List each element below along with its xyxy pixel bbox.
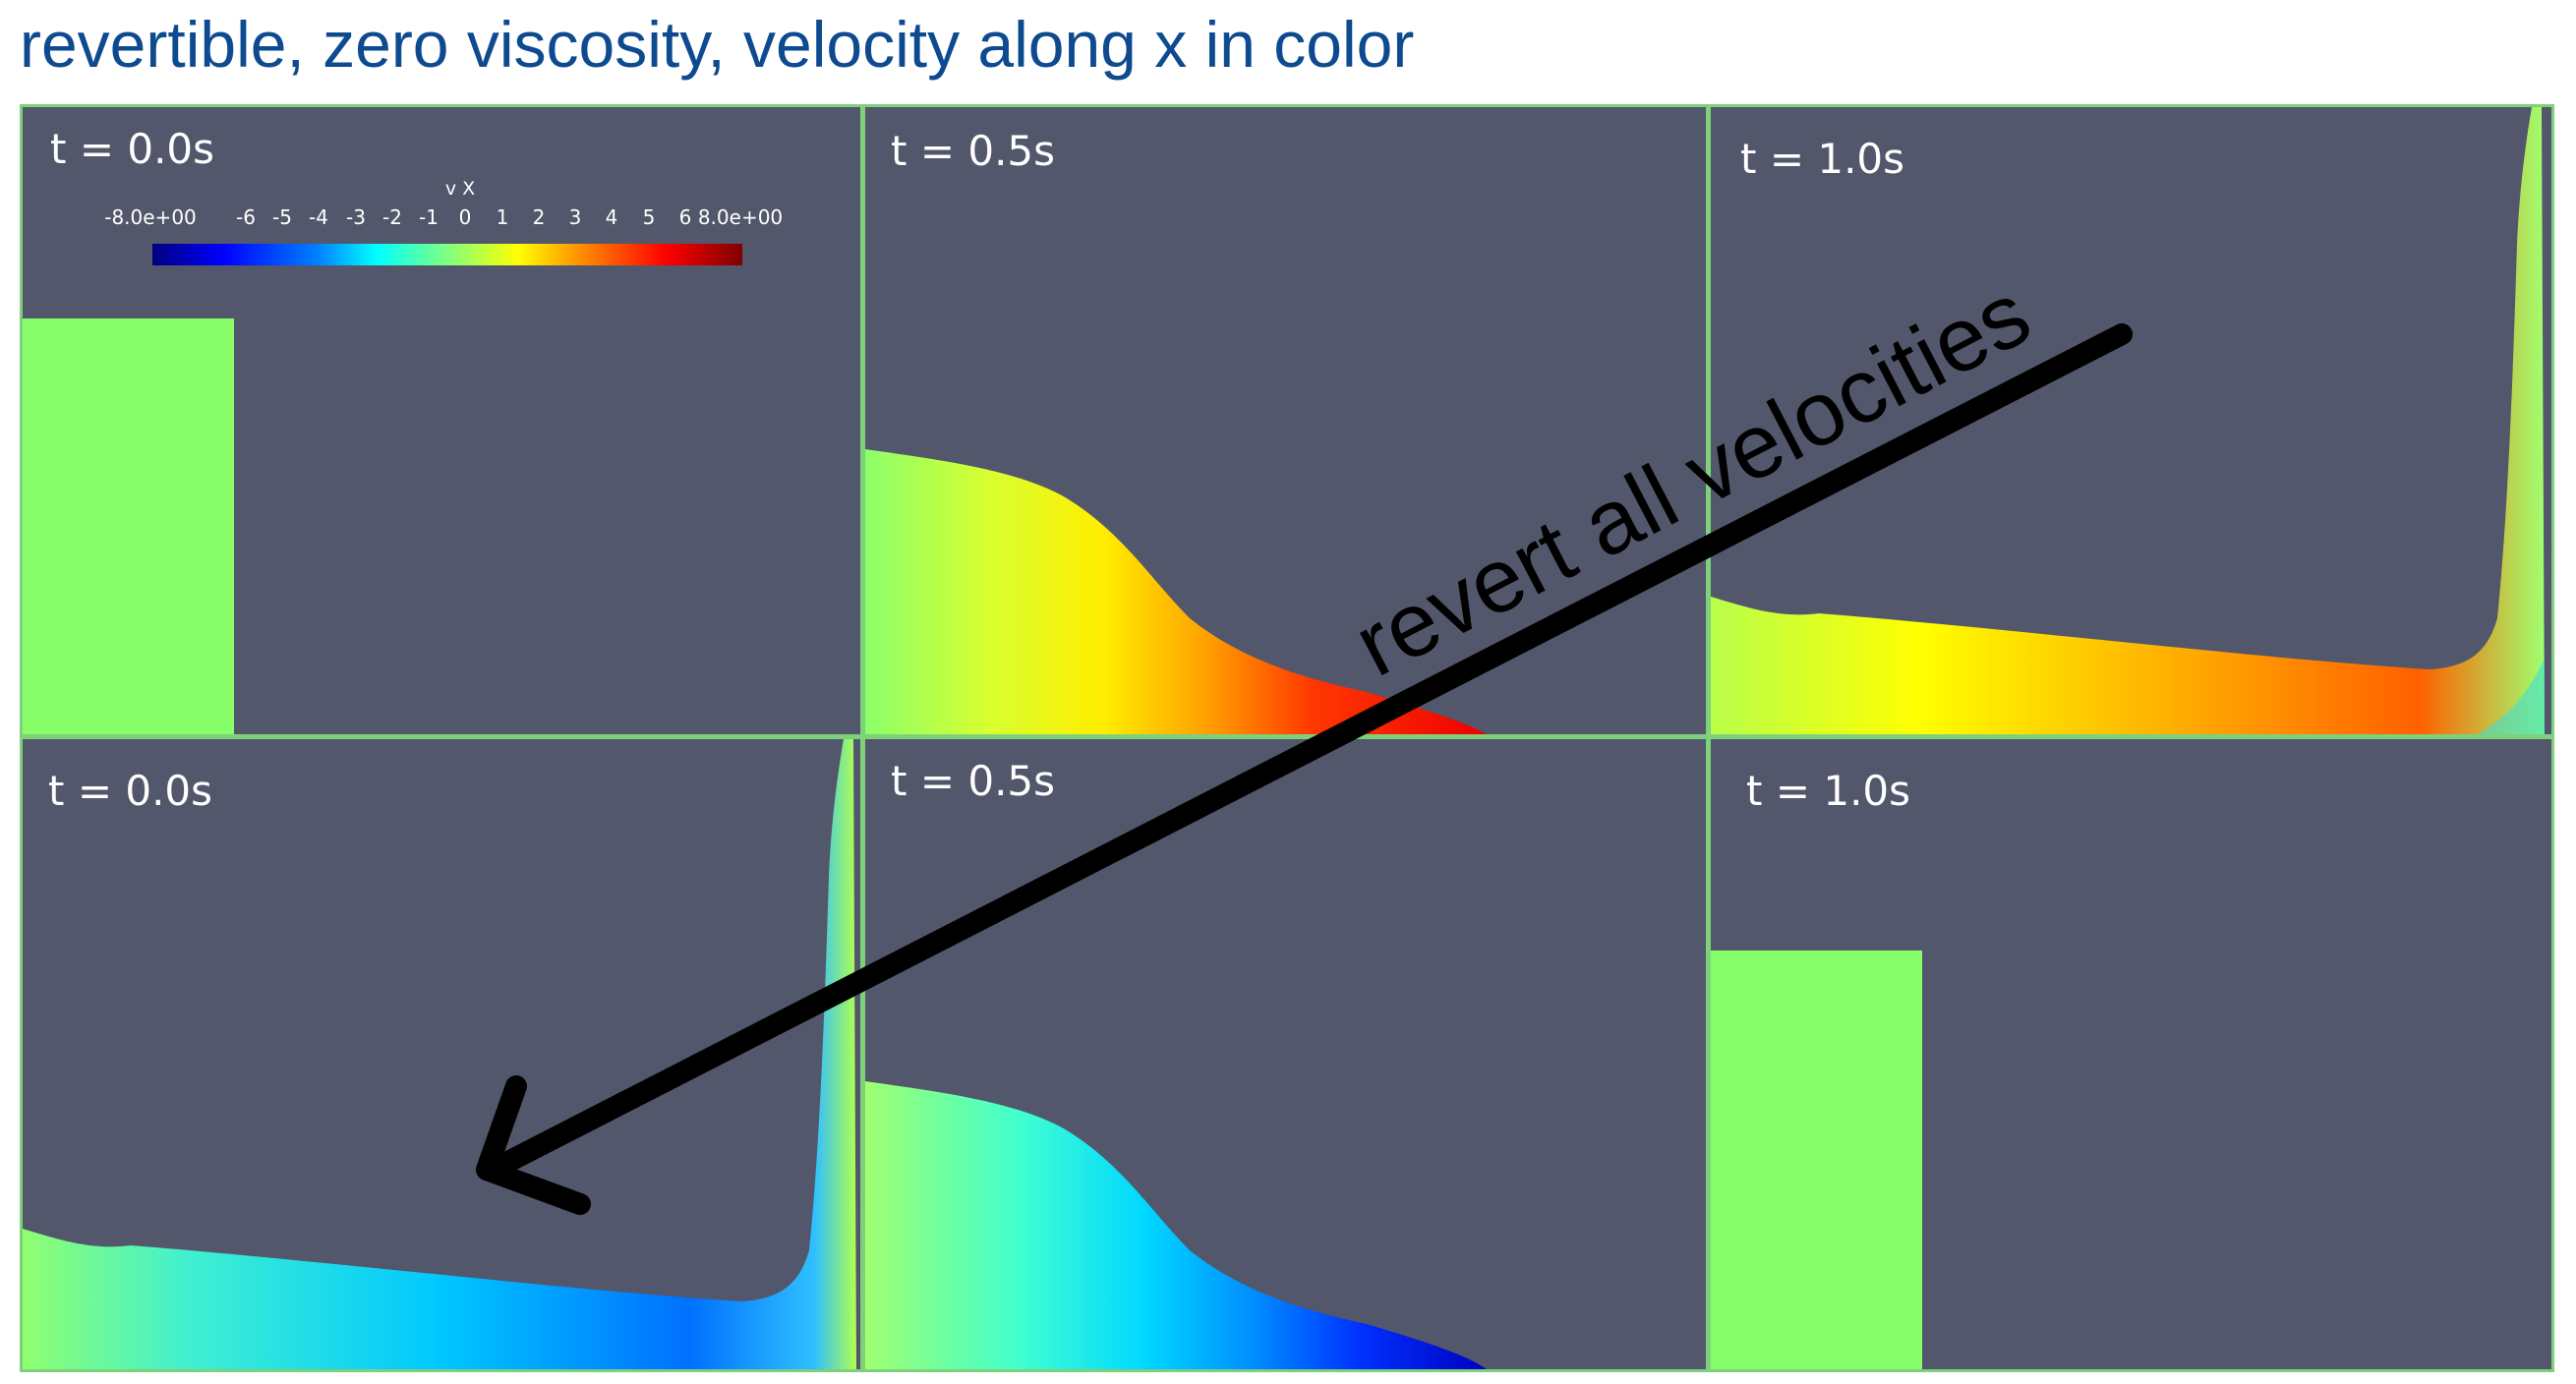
- revert-arrow-icon: [476, 323, 2133, 1215]
- simulation-grid: t = 0.0s v X -8.0e+00 -6 -5 -4 -3 -2 -1 …: [20, 104, 2554, 1372]
- colorbar-tick: 8.0e+00: [697, 205, 784, 229]
- fluid-wave-wall: [1711, 107, 2545, 734]
- colorbar-tick: -5: [272, 205, 292, 229]
- time-label: t = 0.5s: [891, 757, 1056, 805]
- fluid-reversed-wall: [23, 739, 856, 1369]
- panel-top-right: t = 1.0s: [1711, 107, 2551, 734]
- fluid-wave-returning: [865, 1081, 1487, 1369]
- time-label: t = 1.0s: [1740, 135, 1905, 183]
- colorbar-ticks: -8.0e+00 -6 -5 -4 -3 -2 -1 0 1 2 3 4 5 6…: [104, 205, 783, 235]
- colorbar-tick: -1: [419, 205, 439, 229]
- panel-top-middle: t = 0.5s: [865, 107, 1706, 734]
- colorbar-tick: 1: [496, 205, 509, 229]
- annotation-text: revert all velocities: [1339, 263, 2045, 696]
- slide-title: revertible, zero viscosity, velocity alo…: [20, 8, 1415, 81]
- time-label: t = 1.0s: [1746, 767, 1911, 815]
- colorbar-tick: -4: [309, 205, 328, 229]
- colorbar-tick: -6: [236, 205, 256, 229]
- colorbar-tick: 5: [642, 205, 656, 229]
- colorbar-tick: -8.0e+00: [104, 205, 197, 229]
- time-label: t = 0.5s: [891, 127, 1056, 175]
- colorbar-tick: 0: [458, 205, 472, 229]
- fluid-column-initial: [23, 318, 234, 734]
- colorbar-tick: 6: [678, 205, 692, 229]
- colorbar-tick: -2: [382, 205, 402, 229]
- panel-bottom-middle: t = 0.5s: [865, 739, 1706, 1369]
- panel-top-left: t = 0.0s v X -8.0e+00 -6 -5 -4 -3 -2 -1 …: [23, 107, 860, 734]
- fluid-column-restored: [1711, 951, 1922, 1369]
- colorbar-tick: 2: [532, 205, 546, 229]
- fluid-wave-forward: [865, 449, 1487, 734]
- time-label: t = 0.0s: [50, 125, 215, 173]
- panel-bottom-right: t = 1.0s: [1711, 739, 2551, 1369]
- colorbar: [152, 244, 742, 265]
- colorbar-tick: -3: [346, 205, 366, 229]
- time-label: t = 0.0s: [48, 767, 213, 815]
- colorbar-tick: 3: [568, 205, 582, 229]
- colorbar-label: v X: [444, 178, 476, 200]
- colorbar-tick: 4: [605, 205, 618, 229]
- panel-bottom-left: t = 0.0s: [23, 739, 860, 1369]
